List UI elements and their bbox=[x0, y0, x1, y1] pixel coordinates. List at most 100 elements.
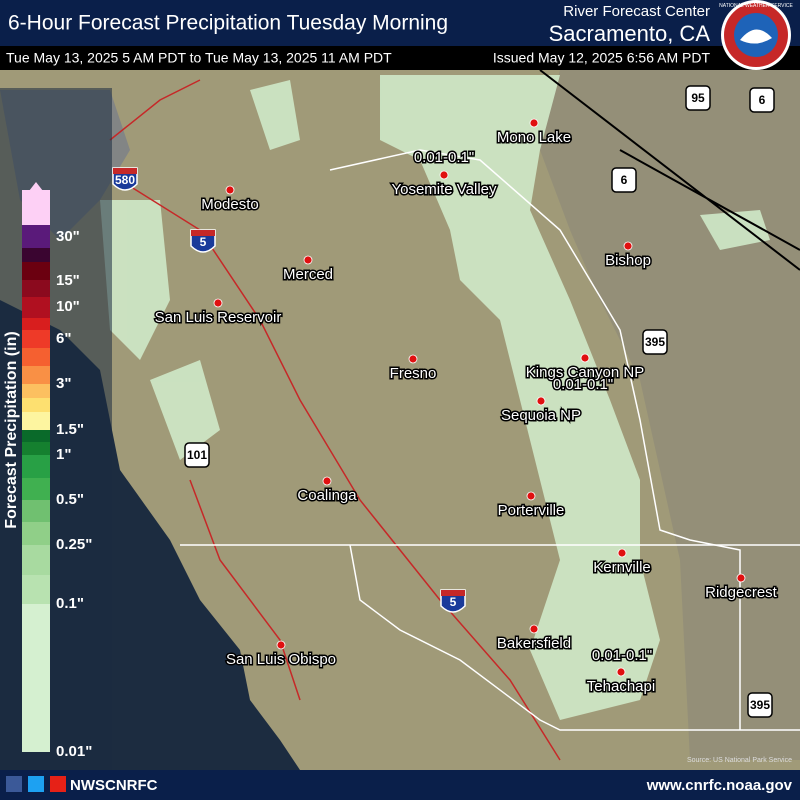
legend-band bbox=[22, 522, 50, 545]
place-dot bbox=[213, 298, 223, 308]
legend-title: Forecast Precipitation (in) bbox=[3, 331, 20, 528]
legend-label: 0.01" bbox=[56, 743, 92, 760]
highway-number: 6 bbox=[759, 93, 766, 107]
precip-label: 0.01-0.1" bbox=[553, 376, 613, 393]
place-label: Kings Canyon NP bbox=[526, 364, 644, 381]
place-dot bbox=[529, 118, 539, 128]
facebook-icon[interactable] bbox=[6, 776, 22, 792]
place-label: Yosemite Valley bbox=[391, 181, 497, 198]
place-dot bbox=[580, 353, 590, 363]
place-label: Ridgecrest bbox=[705, 584, 778, 601]
header-bar bbox=[0, 0, 800, 46]
place-label: San Luis Reservoir bbox=[155, 309, 282, 326]
title: 6-Hour Forecast Precipitation Tuesday Mo… bbox=[8, 12, 448, 35]
youtube-icon[interactable] bbox=[50, 776, 66, 792]
legend-label: 3" bbox=[56, 375, 71, 392]
us-shield bbox=[747, 692, 773, 718]
legend-label: 30" bbox=[56, 228, 80, 245]
legend-band bbox=[22, 225, 50, 248]
legend-band bbox=[22, 545, 50, 575]
legend-label: 1" bbox=[56, 446, 71, 463]
place-dot bbox=[623, 241, 633, 251]
office-line2: Sacramento, CA bbox=[549, 21, 711, 46]
legend-band bbox=[22, 262, 50, 280]
place-label: Mono Lake bbox=[497, 129, 571, 146]
legend-band bbox=[22, 455, 50, 478]
place-dot bbox=[322, 476, 332, 486]
highway-number: 5 bbox=[450, 595, 457, 609]
legend-label: 1.5" bbox=[56, 421, 84, 438]
logo-text: NATIONAL WEATHER SERVICE bbox=[719, 3, 793, 9]
highway-number: 95 bbox=[691, 91, 705, 105]
place-label: Fresno bbox=[390, 365, 437, 382]
legend-band bbox=[22, 280, 50, 297]
legend-band bbox=[22, 297, 50, 318]
place-dot bbox=[536, 396, 546, 406]
place-label: Sequoia NP bbox=[501, 407, 581, 424]
nws-logo: NATIONAL WEATHER SERVICE bbox=[719, 0, 794, 70]
legend-label: 0.5" bbox=[56, 491, 84, 508]
county-borders bbox=[180, 149, 800, 731]
subheader-bar bbox=[0, 46, 800, 70]
place-label: Merced bbox=[283, 266, 333, 283]
legend-band bbox=[22, 348, 50, 366]
place-label: Porterville bbox=[498, 502, 565, 519]
legend-band bbox=[22, 430, 50, 442]
legend-band bbox=[22, 330, 50, 348]
place-dot bbox=[529, 624, 539, 634]
place-label: Modesto bbox=[201, 196, 259, 213]
interstate-shield-top bbox=[113, 168, 137, 174]
legend-band bbox=[22, 384, 50, 398]
legend-label: 10" bbox=[56, 298, 80, 315]
website-url[interactable]: www.cnrfc.noaa.gov bbox=[646, 777, 793, 794]
interstate-shield-top bbox=[191, 230, 215, 236]
precip-label: 0.01-0.1" bbox=[592, 647, 652, 664]
place-label: Bishop bbox=[605, 252, 651, 269]
place-dot bbox=[276, 640, 286, 650]
highway-number: 395 bbox=[645, 335, 665, 349]
legend-label: 6" bbox=[56, 330, 71, 347]
highway-number: 101 bbox=[187, 448, 207, 462]
precip-label: 0.01-0.1" bbox=[414, 149, 474, 166]
us-shield bbox=[749, 87, 775, 113]
twitter-icon[interactable] bbox=[28, 776, 44, 792]
place-label: Bakersfield bbox=[497, 635, 571, 652]
legend-band bbox=[22, 190, 50, 225]
legend-band bbox=[22, 398, 50, 412]
precip-areas bbox=[100, 75, 770, 720]
legend-label: 0.25" bbox=[56, 536, 92, 553]
place-dot bbox=[736, 573, 746, 583]
place-dot bbox=[408, 354, 418, 364]
us-shield bbox=[642, 329, 668, 355]
highway-number: 5 bbox=[200, 235, 207, 249]
source-note: Source: US National Park Service bbox=[687, 757, 792, 764]
us-shield bbox=[685, 85, 711, 111]
legend-band bbox=[22, 318, 50, 330]
state-line bbox=[539, 69, 800, 271]
place-label: Tehachapi bbox=[587, 678, 655, 695]
valid-period: Tue May 13, 2025 5 AM PDT to Tue May 13,… bbox=[6, 50, 392, 66]
legend-band bbox=[22, 478, 50, 500]
place-dot bbox=[225, 185, 235, 195]
us-shield bbox=[611, 167, 637, 193]
place-dot bbox=[439, 170, 449, 180]
issued-time: Issued May 12, 2025 6:56 AM PDT bbox=[493, 50, 711, 66]
place-dot bbox=[617, 548, 627, 558]
interstate-shield-top bbox=[441, 590, 465, 596]
place-label: Coalinga bbox=[297, 487, 357, 504]
legend-band bbox=[22, 248, 50, 262]
place-dot bbox=[303, 255, 313, 265]
legend-band bbox=[22, 366, 50, 384]
place-dot bbox=[616, 667, 626, 677]
highway-number: 395 bbox=[750, 698, 770, 712]
legend: Forecast Precipitation (in) 30" 15" 10" 6" 3… bbox=[0, 88, 112, 770]
place-label: Kernville bbox=[593, 559, 651, 576]
us-shield bbox=[184, 442, 210, 468]
legend-band bbox=[22, 604, 50, 752]
legend-label: 0.1" bbox=[56, 595, 84, 612]
legend-label: 15" bbox=[56, 272, 80, 289]
legend-band bbox=[22, 575, 50, 604]
social-handle[interactable]: NWSCNRFC bbox=[70, 777, 158, 794]
legend-band bbox=[22, 500, 50, 522]
